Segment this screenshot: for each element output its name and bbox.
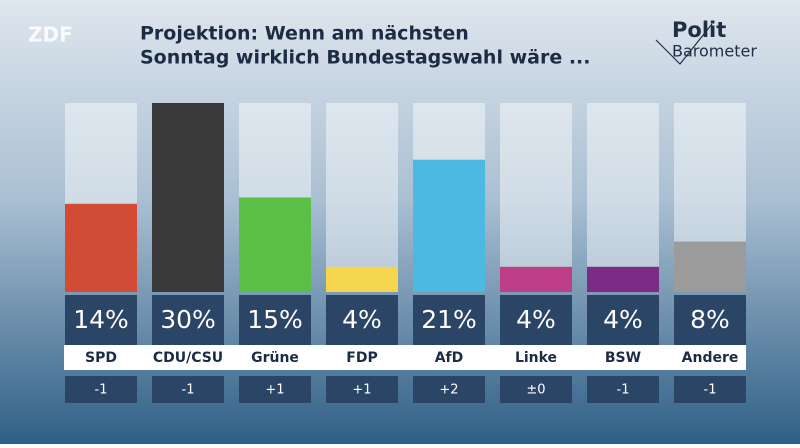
category-label: CDU/CSU xyxy=(153,350,223,366)
column-background xyxy=(587,103,659,292)
change-box xyxy=(239,376,311,403)
column-background xyxy=(500,103,572,292)
change-box xyxy=(587,376,659,403)
logo: ZDF xyxy=(28,23,73,47)
bar xyxy=(239,197,311,292)
bar xyxy=(326,266,398,292)
change-label: +2 xyxy=(439,383,458,398)
bar xyxy=(587,266,659,292)
change-box xyxy=(152,376,224,403)
change-box xyxy=(65,376,137,403)
brand-bottom: Barometer xyxy=(672,42,757,61)
change-label: -1 xyxy=(182,383,195,398)
brand-check xyxy=(655,23,713,65)
change-label: +1 xyxy=(352,383,371,398)
category-label: BSW xyxy=(605,350,641,366)
bar xyxy=(413,159,485,292)
column-background xyxy=(326,103,398,292)
change-box xyxy=(326,376,398,403)
value-box xyxy=(239,295,311,345)
bar xyxy=(500,266,572,292)
value-label: 15% xyxy=(247,305,303,334)
category-label: Andere xyxy=(682,350,739,366)
value-label: 30% xyxy=(160,305,216,334)
value-box xyxy=(326,295,398,345)
change-box xyxy=(500,376,572,403)
category-label: Grüne xyxy=(251,350,299,366)
value-box xyxy=(65,295,137,345)
change-label: -1 xyxy=(617,383,630,398)
value-label: 4% xyxy=(342,305,382,334)
value-box xyxy=(152,295,224,345)
change-box xyxy=(413,376,485,403)
brand-top: Polit xyxy=(672,18,726,42)
category-label: FDP xyxy=(346,350,377,366)
value-label: 21% xyxy=(421,305,477,334)
category-label: Linke xyxy=(515,350,557,366)
bar xyxy=(674,241,746,292)
change-label: -1 xyxy=(704,383,717,398)
title-line: Sonntag wirklich Bundestagswahl wäre ... xyxy=(140,47,590,69)
value-box xyxy=(500,295,572,345)
change-label: ±0 xyxy=(526,383,545,398)
bar xyxy=(152,103,224,292)
bar xyxy=(65,203,137,292)
category-label: SPD xyxy=(85,350,117,366)
title-line: Projektion: Wenn am nächsten xyxy=(140,23,469,45)
value-label: 8% xyxy=(690,305,730,334)
value-label: 4% xyxy=(516,305,556,334)
value-box xyxy=(587,295,659,345)
value-box xyxy=(674,295,746,345)
change-box xyxy=(674,376,746,403)
value-box xyxy=(413,295,485,345)
category-label: AfD xyxy=(435,350,464,366)
value-label: 4% xyxy=(603,305,643,334)
change-label: -1 xyxy=(95,383,108,398)
value-label: 14% xyxy=(73,305,129,334)
label-strip xyxy=(64,345,746,370)
change-label: +1 xyxy=(265,383,284,398)
